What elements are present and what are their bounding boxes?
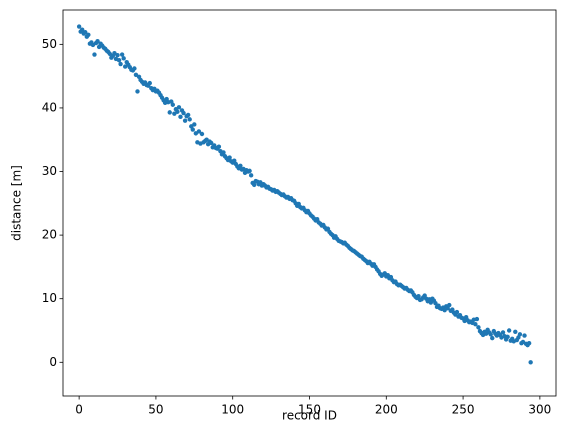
x-tick-label: 100 — [221, 403, 244, 417]
point — [238, 163, 243, 168]
y-tick-label: 20 — [42, 228, 57, 242]
point — [513, 329, 518, 334]
point — [190, 127, 195, 132]
y-tick-label: 40 — [42, 100, 57, 114]
point — [500, 330, 506, 335]
x-tick-label: 50 — [148, 403, 163, 417]
point — [454, 309, 460, 315]
x-tick-label: 200 — [375, 403, 398, 417]
point — [522, 333, 527, 338]
point — [76, 24, 82, 29]
y-axis-label: distance [m] — [10, 165, 24, 241]
point — [176, 105, 182, 110]
point — [199, 131, 205, 137]
point — [506, 328, 512, 333]
point — [185, 112, 191, 118]
point — [121, 56, 126, 61]
point — [216, 144, 222, 149]
point — [83, 30, 88, 35]
x-tick-label: 0 — [75, 403, 83, 417]
x-axis-label: record ID — [282, 409, 337, 423]
point — [248, 173, 254, 178]
point — [447, 302, 452, 308]
point — [526, 341, 532, 346]
point — [147, 80, 152, 86]
point — [167, 110, 172, 115]
point — [488, 332, 493, 337]
point — [187, 117, 192, 122]
x-tick-label: 300 — [528, 403, 551, 417]
point — [473, 321, 478, 327]
y-tick-label: 50 — [42, 37, 57, 51]
point — [119, 52, 125, 57]
point — [92, 52, 97, 57]
point — [132, 66, 137, 71]
point — [221, 150, 226, 155]
y-tick-label: 30 — [42, 164, 57, 178]
point — [528, 360, 533, 365]
point — [178, 114, 183, 120]
point — [86, 32, 91, 38]
point — [95, 38, 100, 44]
point — [192, 122, 197, 127]
point — [416, 293, 421, 299]
point — [115, 52, 120, 58]
point — [181, 110, 186, 116]
point — [170, 102, 176, 107]
point — [182, 118, 188, 123]
plot-area — [76, 24, 533, 365]
point — [433, 300, 438, 306]
point — [517, 332, 523, 337]
point — [135, 89, 140, 94]
y-tick-label: 10 — [42, 291, 57, 305]
point — [175, 109, 180, 114]
point — [505, 334, 510, 340]
y-tick-label: 0 — [49, 355, 57, 369]
x-tick-label: 150 — [298, 403, 321, 417]
point — [252, 182, 257, 188]
point — [116, 58, 122, 63]
point — [118, 61, 123, 67]
x-tick-label: 250 — [452, 403, 475, 417]
point — [490, 335, 495, 341]
point — [209, 140, 214, 146]
point — [196, 129, 202, 134]
point — [474, 316, 480, 322]
point — [79, 27, 85, 32]
point — [227, 155, 232, 160]
point — [476, 325, 481, 330]
point — [247, 168, 252, 174]
